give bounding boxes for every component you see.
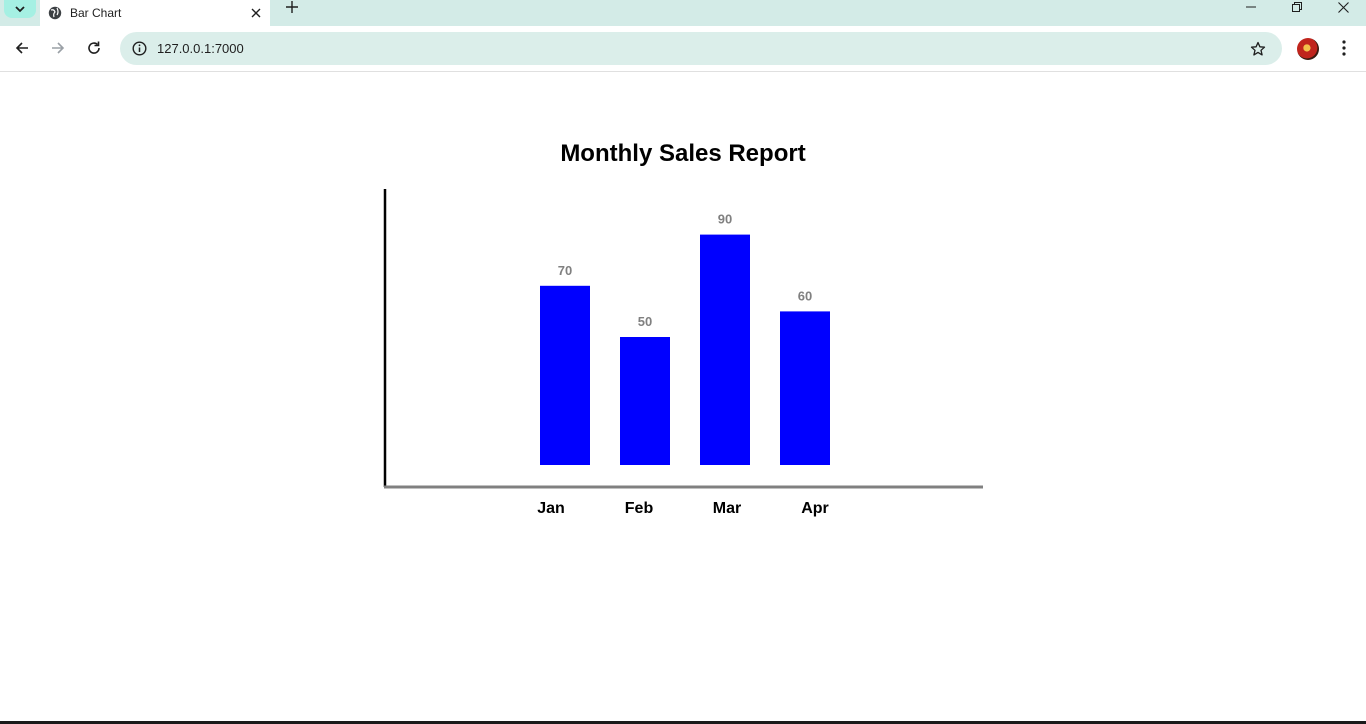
- data-label-jan: 70: [558, 263, 572, 278]
- bar-jan: [540, 286, 590, 465]
- bar-mar: [700, 235, 750, 465]
- x-tick-label-mar: Mar: [713, 500, 741, 517]
- x-tick-label-jan: Jan: [537, 500, 565, 517]
- x-tick-label-apr: Apr: [801, 500, 829, 517]
- data-label-mar: 90: [718, 212, 732, 227]
- bar-feb: [620, 337, 670, 465]
- x-tick-label-feb: Feb: [625, 500, 654, 517]
- data-label-apr: 60: [798, 288, 812, 303]
- data-label-feb: 50: [638, 314, 652, 329]
- bar-apr: [780, 311, 830, 465]
